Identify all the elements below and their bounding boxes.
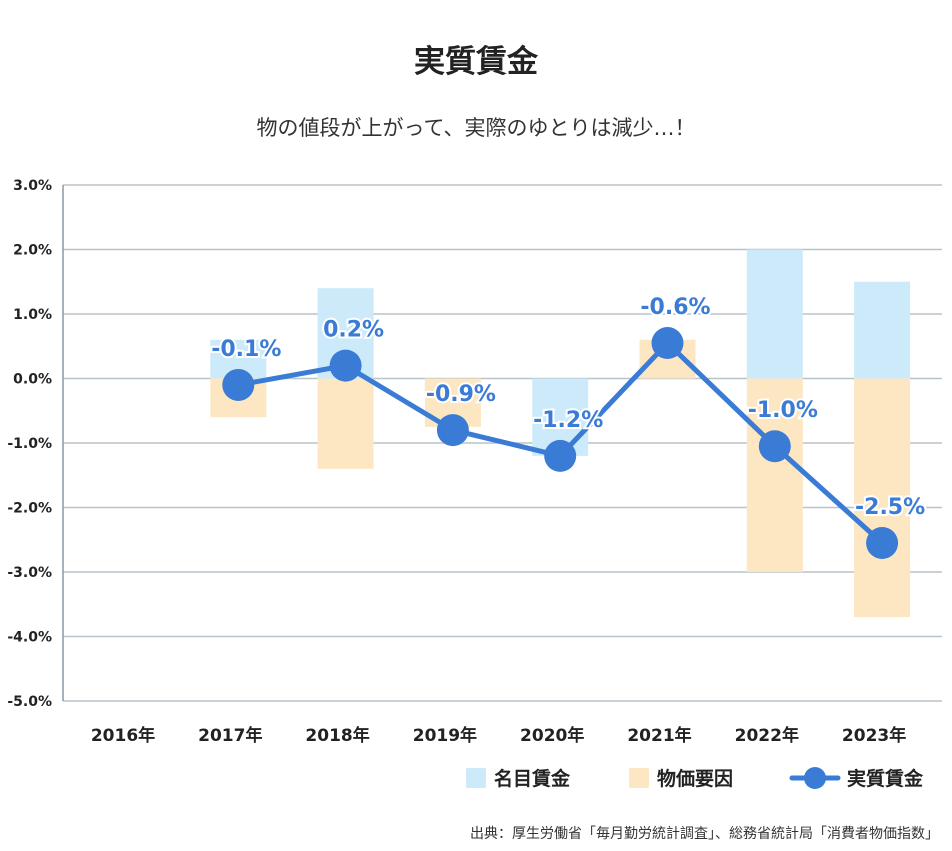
x-tick-label: 2016年	[91, 725, 155, 746]
real-wage-point	[651, 327, 684, 360]
real-wage-point	[866, 526, 899, 559]
bars	[210, 249, 911, 618]
legend-label-price: 物価要因	[657, 767, 733, 790]
real-wage-point	[329, 349, 362, 382]
y-tick-label: -2.0%	[7, 501, 52, 517]
price-factor-bar	[746, 378, 803, 572]
x-tick-label: 2020年	[520, 725, 584, 746]
y-tick-label: -3.0%	[7, 565, 52, 581]
chart-title: 実質賃金	[414, 44, 539, 80]
x-axis-tick-labels: 2016年 2017年 2018年 2019年 2020年 2021年 2022年 2023年	[91, 725, 906, 746]
price-factor-bar	[854, 378, 911, 618]
legend-label-nominal: 名目賃金	[494, 767, 571, 790]
y-axis-tick-labels: 3.0% 2.0% 1.0% 0.0% -1.0% -2.0% -3.0% -4.0% -5.0…	[7, 178, 52, 710]
real-wage-data-label: -1.2%	[533, 408, 603, 433]
y-tick-label: 1.0%	[13, 307, 52, 323]
legend-marker-real	[804, 767, 826, 789]
y-tick-label: 3.0%	[13, 178, 52, 194]
real-wage-data-label: -0.9%	[426, 382, 496, 407]
x-tick-label: 2023年	[842, 725, 906, 746]
real-wage-data-label: -0.6%	[640, 295, 710, 320]
data-labels: -0.1% 0.2% -0.9% -1.2% -0.6% -1.0% -2.5%	[209, 293, 927, 522]
y-tick-label: 0.0%	[13, 372, 52, 388]
x-tick-label: 2021年	[627, 725, 691, 746]
real-wage-line	[222, 327, 899, 559]
nominal-wage-bar	[854, 281, 911, 379]
y-tick-label: -1.0%	[7, 436, 52, 452]
y-tick-label: -5.0%	[7, 694, 52, 710]
legend: 名目賃金 物価要因 実質賃金	[466, 767, 924, 790]
price-factor-bar	[317, 378, 374, 469]
nominal-wage-bar	[746, 249, 803, 379]
x-tick-label: 2019年	[413, 725, 477, 746]
real-wage-point	[222, 368, 255, 401]
legend-label-real: 実質賃金	[847, 767, 924, 790]
real-wage-data-label: 0.2%	[323, 318, 384, 343]
real-wage-data-label: -1.0%	[748, 398, 818, 423]
y-tick-label: -4.0%	[7, 630, 52, 646]
real-wage-point	[544, 439, 577, 472]
legend-swatch-nominal	[466, 768, 486, 788]
x-tick-label: 2017年	[198, 725, 262, 746]
legend-swatch-price	[629, 768, 649, 788]
real-wage-data-label: -0.1%	[211, 337, 281, 362]
y-tick-label: 2.0%	[13, 243, 52, 259]
real-wage-point	[758, 430, 791, 463]
chart-subtitle: 物の値段が上がって、実際のゆとりは減少…！	[257, 116, 696, 140]
x-tick-label: 2018年	[305, 725, 369, 746]
source-note: 出典：厚生労働省「毎月勤労統計調査」、総務省統計局「消費者物価指数」	[470, 826, 939, 842]
x-tick-label: 2022年	[735, 725, 799, 746]
real-wage-data-label: -2.5%	[855, 495, 925, 520]
real-wage-point	[436, 414, 469, 447]
